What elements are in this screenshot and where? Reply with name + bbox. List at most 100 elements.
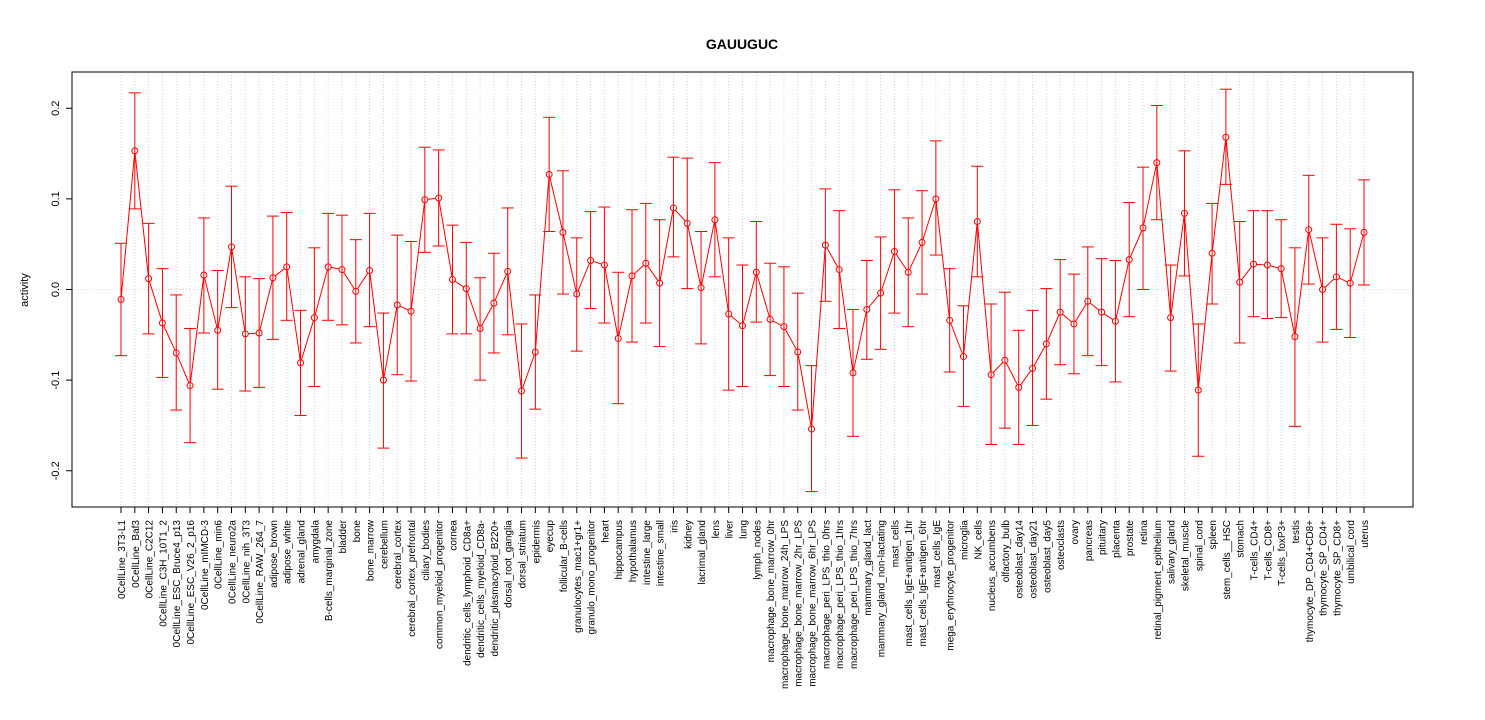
data-point — [352, 287, 360, 295]
x-tick-label: adrenal_gland — [297, 520, 308, 583]
data-point — [1111, 317, 1119, 325]
x-tick-label: osteoblast_day5 — [1042, 520, 1053, 593]
data-point — [407, 307, 415, 315]
x-tick-label: thymocyte_SP_CD4+ — [1319, 520, 1330, 616]
line-segment — [992, 362, 1004, 373]
data-point — [172, 349, 180, 357]
data-point — [987, 371, 995, 379]
data-point — [863, 305, 871, 313]
x-tick-label: hypothalamus — [628, 520, 639, 582]
data-point — [1194, 386, 1202, 394]
x-tick-label: common_myeloid_progenitor — [435, 519, 446, 649]
line-segment — [259, 280, 273, 331]
x-tick-label: 0CellLine_mIMCD-3 — [200, 520, 211, 610]
line-segment — [507, 274, 522, 389]
data-point — [366, 266, 374, 274]
line-segment — [149, 281, 163, 321]
data-point — [227, 243, 235, 251]
x-tick-label: macrophage_peri_LPS_thio_7hrs — [849, 520, 860, 669]
x-tick-label: stomach — [1236, 520, 1247, 558]
x-tick-label: osteoblast_day14 — [1015, 520, 1026, 599]
x-tick-label: mast_cells — [890, 520, 901, 567]
line-segment — [659, 210, 674, 281]
data-point — [1263, 261, 1271, 269]
x-tick-label: dorsal_root_ganglia — [504, 520, 515, 608]
data-point — [614, 334, 622, 342]
x-tick-label: uterus — [1360, 520, 1371, 548]
data-point — [1029, 364, 1037, 372]
data-point — [600, 261, 608, 269]
data-point — [214, 326, 222, 334]
data-point — [200, 271, 208, 279]
line-segment — [1170, 216, 1185, 315]
line-segment — [1256, 263, 1265, 266]
data-point — [780, 323, 788, 331]
x-tick-label: liver — [725, 519, 736, 538]
x-tick-label: placenta — [1111, 520, 1122, 558]
chart-title: GAUUGUC — [706, 36, 778, 52]
x-tick-label: skeletal_muscle — [1180, 520, 1191, 592]
line-segment — [922, 201, 936, 240]
data-point — [752, 268, 760, 276]
x-tick-label: pituitary — [1098, 520, 1109, 555]
x-tick-label: adipose_brown — [269, 520, 280, 588]
x-tick-label: cornea — [448, 520, 459, 551]
line-segment — [577, 263, 590, 292]
data-point — [448, 276, 456, 284]
line-segment — [383, 307, 398, 378]
x-tick-label: 0CellLine_ESC_Bruce4_p13 — [172, 520, 183, 648]
error-bars — [115, 88, 1370, 493]
data-point — [338, 266, 346, 274]
line-segment — [1075, 303, 1087, 322]
line-segment — [730, 315, 741, 325]
data-point — [435, 194, 443, 202]
line-segment — [410, 202, 425, 309]
line-segment — [772, 320, 782, 326]
data-point — [117, 295, 125, 303]
x-tick-label: bone_marrow — [366, 519, 377, 581]
data-point — [821, 241, 829, 249]
x-tick-label: T-cells_CD4+ — [1250, 520, 1261, 580]
data-point — [1070, 320, 1078, 328]
line-segment — [1184, 216, 1199, 388]
data-point — [794, 348, 802, 356]
x-tick-label: 0CellLine_C2C12 — [145, 520, 156, 599]
series-line — [120, 140, 1364, 427]
data-point — [1319, 286, 1327, 293]
x-tick-label: thymocyte_DP_CD4+CD8+ — [1305, 520, 1316, 642]
line-segment — [427, 197, 436, 200]
x-tick-label: dorsal_striatum — [518, 520, 529, 588]
x-tick-label: intestine_large — [642, 520, 653, 585]
line-segment — [1241, 266, 1253, 281]
x-tick-label: retinal_pigment_epithelium — [1153, 520, 1164, 640]
line-segment — [963, 224, 978, 354]
y-tick-label: 0.2 — [50, 101, 62, 116]
data-point — [1236, 278, 1244, 286]
x-tick-label: lung — [739, 520, 750, 539]
line-segment — [1047, 314, 1060, 342]
x-tick-label: 0CellLine_neuro2a — [227, 520, 238, 604]
data-point — [849, 369, 857, 377]
data-point — [669, 204, 677, 212]
data-point — [255, 329, 263, 337]
x-tick-label: osteoclasts — [1056, 520, 1067, 570]
data-point — [725, 310, 733, 318]
data-point — [324, 263, 332, 271]
x-tick-label: bone — [352, 520, 363, 543]
data-point — [656, 279, 664, 287]
data-point — [683, 219, 691, 227]
line-segment — [742, 275, 757, 323]
data-point — [959, 353, 967, 361]
x-tick-label: mast_cells_IgE+antigen_1hr — [904, 519, 915, 646]
x-tick-label: NK_cells — [973, 520, 984, 559]
x-tick-label: mammary_gland_non-lactating — [877, 520, 888, 657]
x-tick-label: umbilical_cord — [1346, 520, 1357, 584]
x-tick-label: lens — [711, 520, 722, 538]
line-segment — [314, 269, 328, 315]
x-tick-label: mega_erythrocyte_progenitor — [946, 519, 957, 650]
line-segment — [784, 329, 797, 350]
line-segment — [357, 272, 369, 290]
line-segment — [868, 295, 880, 308]
line-segment — [286, 269, 301, 361]
data-point — [1208, 249, 1216, 257]
